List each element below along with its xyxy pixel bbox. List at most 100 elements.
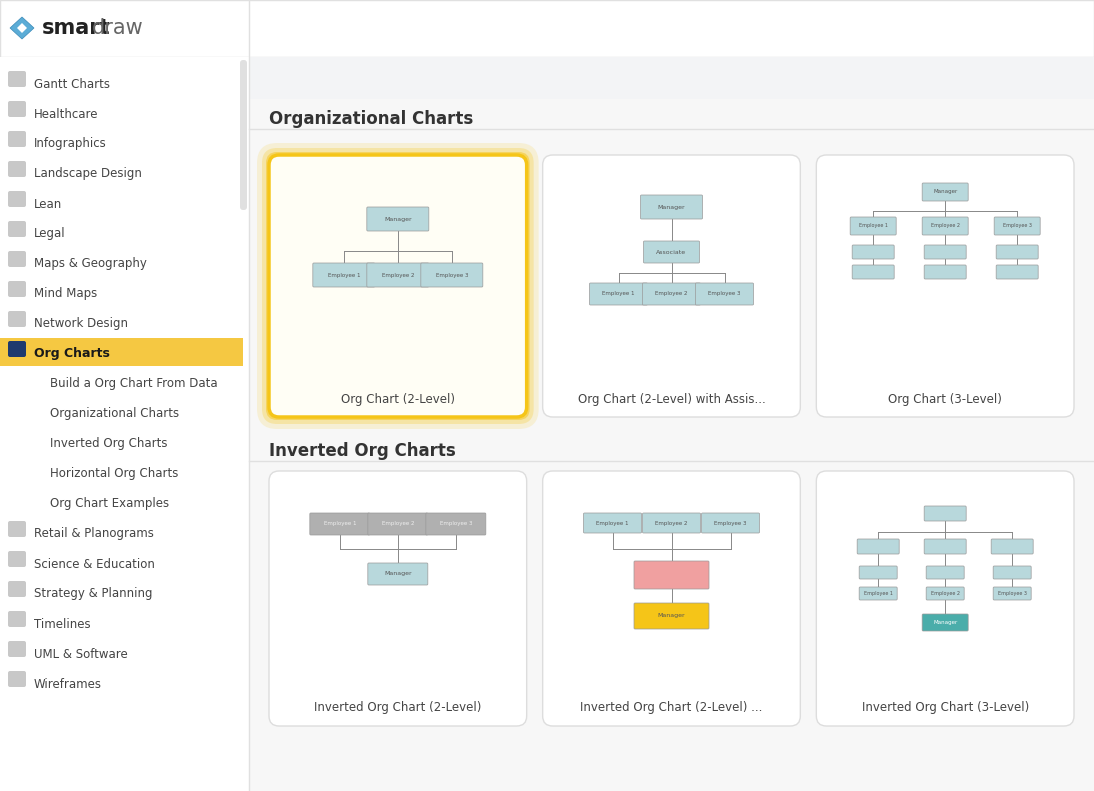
Polygon shape — [18, 23, 27, 33]
FancyBboxPatch shape — [426, 513, 486, 535]
FancyBboxPatch shape — [635, 603, 709, 629]
Text: Associate: Associate — [656, 249, 687, 255]
FancyBboxPatch shape — [543, 155, 801, 417]
FancyBboxPatch shape — [850, 217, 896, 235]
FancyBboxPatch shape — [924, 265, 966, 279]
Bar — [0, 57, 249, 791]
FancyBboxPatch shape — [8, 71, 26, 87]
FancyBboxPatch shape — [997, 245, 1038, 259]
Text: Lean: Lean — [34, 198, 62, 210]
Text: Manager: Manager — [657, 205, 685, 210]
Text: Org Chart (2-Level) with Assis...: Org Chart (2-Level) with Assis... — [578, 392, 766, 406]
FancyBboxPatch shape — [858, 539, 899, 554]
Text: Retail & Planograms: Retail & Planograms — [34, 528, 154, 540]
Text: Employee 1: Employee 1 — [327, 273, 360, 278]
Text: Science & Education: Science & Education — [34, 558, 155, 570]
Text: Employee 2: Employee 2 — [655, 520, 688, 525]
FancyBboxPatch shape — [266, 152, 529, 420]
Text: Manager: Manager — [933, 620, 957, 625]
FancyBboxPatch shape — [421, 263, 482, 287]
Bar — [0, 338, 243, 366]
Text: Org Chart Examples: Org Chart Examples — [50, 498, 170, 510]
Text: Build a Org Chart From Data: Build a Org Chart From Data — [50, 377, 218, 391]
Text: Inverted Org Charts: Inverted Org Charts — [269, 442, 456, 460]
Text: Timelines: Timelines — [34, 618, 91, 630]
FancyBboxPatch shape — [922, 217, 968, 235]
FancyBboxPatch shape — [994, 217, 1040, 235]
FancyBboxPatch shape — [269, 471, 526, 726]
FancyBboxPatch shape — [993, 587, 1032, 600]
FancyBboxPatch shape — [642, 283, 700, 305]
FancyBboxPatch shape — [8, 161, 26, 177]
FancyBboxPatch shape — [8, 221, 26, 237]
FancyBboxPatch shape — [642, 513, 700, 533]
FancyBboxPatch shape — [368, 563, 428, 585]
Text: Employee 3: Employee 3 — [998, 591, 1026, 596]
Text: Maps & Geography: Maps & Geography — [34, 258, 147, 271]
Text: Employee 3: Employee 3 — [435, 273, 468, 278]
Text: Manager: Manager — [933, 190, 957, 195]
Text: Horizontal Org Charts: Horizontal Org Charts — [50, 467, 178, 480]
FancyBboxPatch shape — [816, 471, 1074, 726]
Text: Healthcare: Healthcare — [34, 108, 98, 120]
FancyBboxPatch shape — [543, 471, 801, 726]
FancyBboxPatch shape — [257, 143, 538, 429]
FancyBboxPatch shape — [922, 614, 968, 631]
Text: Org Chart (2-Level): Org Chart (2-Level) — [341, 392, 455, 406]
FancyBboxPatch shape — [859, 566, 897, 579]
Text: smart: smart — [42, 18, 110, 38]
FancyBboxPatch shape — [8, 251, 26, 267]
Polygon shape — [10, 17, 34, 39]
Bar — [249, 57, 1094, 99]
FancyBboxPatch shape — [643, 241, 699, 263]
FancyBboxPatch shape — [640, 195, 702, 219]
Text: draw: draw — [92, 18, 143, 38]
FancyBboxPatch shape — [924, 539, 966, 554]
Text: Employee 3: Employee 3 — [440, 521, 473, 527]
Text: Manager: Manager — [384, 217, 411, 221]
Text: Wireframes: Wireframes — [34, 678, 102, 691]
FancyBboxPatch shape — [269, 155, 526, 417]
Text: Employee 1: Employee 1 — [596, 520, 629, 525]
FancyBboxPatch shape — [8, 311, 26, 327]
FancyBboxPatch shape — [261, 148, 534, 424]
Text: Infographics: Infographics — [34, 138, 107, 150]
Text: Inverted Org Chart (3-Level): Inverted Org Chart (3-Level) — [862, 702, 1028, 714]
FancyBboxPatch shape — [240, 60, 247, 210]
Text: Manager: Manager — [384, 572, 411, 577]
Text: Employee 1: Employee 1 — [603, 292, 635, 297]
Text: Org Chart (3-Level): Org Chart (3-Level) — [888, 392, 1002, 406]
Text: UML & Software: UML & Software — [34, 648, 128, 660]
FancyBboxPatch shape — [852, 265, 894, 279]
Text: Employee 2: Employee 2 — [382, 521, 415, 527]
Text: Org Charts: Org Charts — [34, 347, 109, 361]
FancyBboxPatch shape — [852, 245, 894, 259]
FancyBboxPatch shape — [310, 513, 370, 535]
FancyBboxPatch shape — [993, 566, 1032, 579]
FancyBboxPatch shape — [583, 513, 641, 533]
Text: Employee 3: Employee 3 — [1003, 224, 1032, 229]
Text: Employee 1: Employee 1 — [863, 591, 893, 596]
FancyBboxPatch shape — [924, 506, 966, 521]
FancyBboxPatch shape — [816, 155, 1074, 417]
Text: Landscape Design: Landscape Design — [34, 168, 142, 180]
FancyBboxPatch shape — [924, 245, 966, 259]
FancyBboxPatch shape — [590, 283, 648, 305]
FancyBboxPatch shape — [8, 611, 26, 627]
FancyBboxPatch shape — [313, 263, 375, 287]
FancyBboxPatch shape — [8, 521, 26, 537]
Bar — [0, 0, 1094, 57]
FancyBboxPatch shape — [922, 183, 968, 201]
FancyBboxPatch shape — [859, 587, 897, 600]
Text: Employee 2: Employee 2 — [382, 273, 415, 278]
Text: Employee 3: Employee 3 — [714, 520, 747, 525]
Text: Legal: Legal — [34, 228, 66, 240]
FancyBboxPatch shape — [8, 131, 26, 147]
FancyBboxPatch shape — [8, 551, 26, 567]
FancyBboxPatch shape — [701, 513, 759, 533]
FancyBboxPatch shape — [997, 265, 1038, 279]
FancyBboxPatch shape — [696, 283, 754, 305]
FancyBboxPatch shape — [8, 641, 26, 657]
Text: Inverted Org Chart (2-Level) ...: Inverted Org Chart (2-Level) ... — [580, 702, 763, 714]
Text: Employee 2: Employee 2 — [655, 292, 688, 297]
